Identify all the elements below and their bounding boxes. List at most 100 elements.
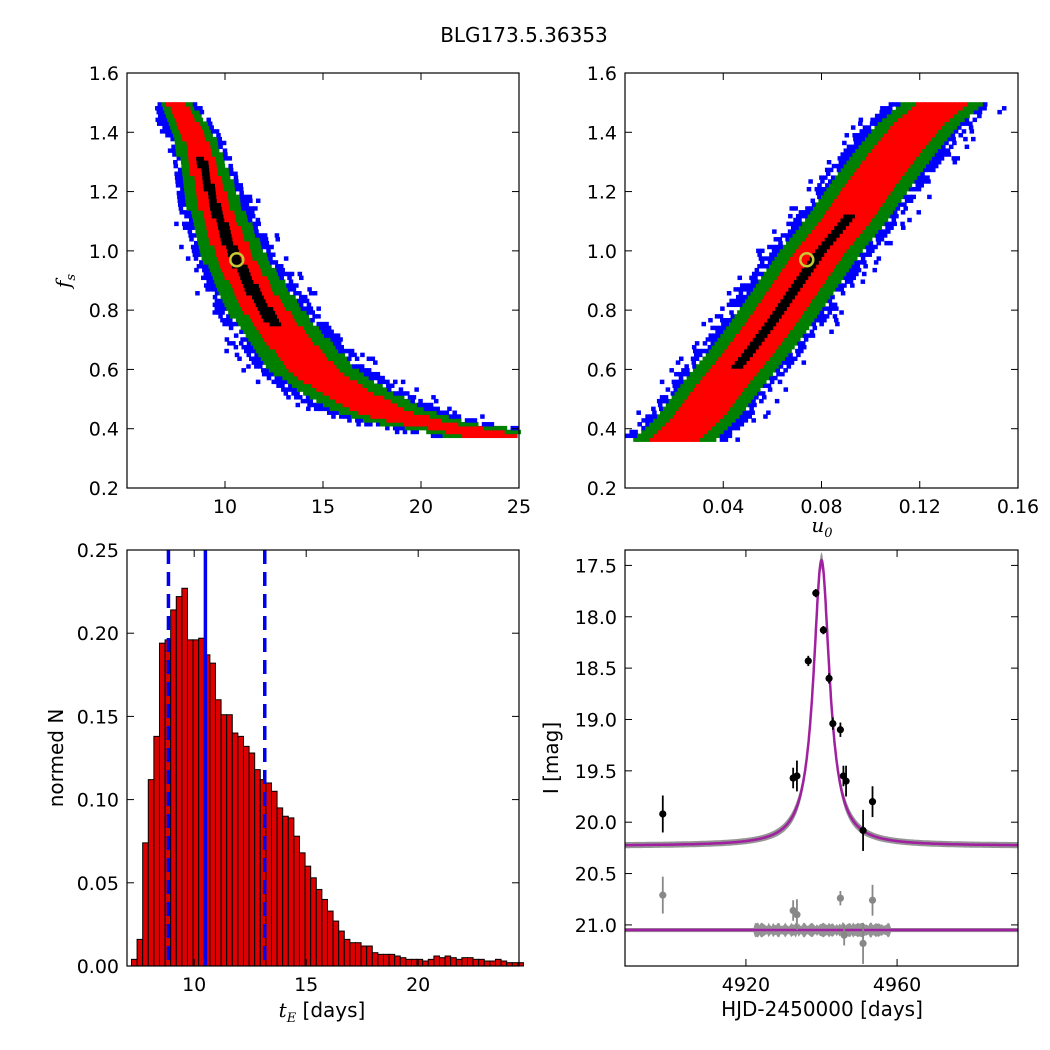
heatmap-cell	[386, 383, 391, 388]
heatmap-cell	[757, 391, 762, 396]
heatmap-cell	[861, 198, 867, 203]
heatmap-cell	[776, 310, 781, 315]
heatmap-cell	[312, 314, 317, 319]
heatmap-cell	[741, 287, 746, 292]
heatmap-cell	[963, 136, 968, 142]
heatmap-cell	[740, 337, 746, 342]
heatmap-cell	[792, 325, 798, 331]
heatmap-cell	[826, 244, 831, 250]
heatmap-cell	[864, 221, 870, 227]
heatmap-cell	[339, 368, 344, 373]
heatmap-cell	[259, 317, 264, 323]
heatmap-cell	[230, 210, 235, 215]
heatmap-cell	[261, 279, 266, 284]
heatmap-cell	[273, 298, 278, 304]
heatmap-cell	[391, 422, 397, 427]
heatmap-cell	[247, 217, 253, 223]
heatmap-cell	[856, 237, 861, 242]
heatmap-cell	[698, 391, 703, 396]
heatmap-cell	[786, 244, 792, 250]
heatmap-cell	[188, 121, 193, 126]
heatmap-cell	[736, 321, 742, 327]
heatmap-cell	[690, 375, 696, 381]
heatmap-cell	[689, 402, 694, 408]
heatmap-cell	[859, 179, 864, 184]
heatmap-cell	[923, 102, 929, 107]
heatmap-cell	[801, 291, 807, 296]
heatmap-cell	[259, 348, 265, 354]
heatmap-cell	[770, 344, 776, 350]
heatmap-cell	[830, 210, 835, 215]
heatmap-cell	[817, 221, 823, 227]
heatmap-cell	[811, 321, 817, 327]
heatmap-cell	[195, 291, 200, 296]
heatmap-cell	[922, 129, 927, 134]
heatmap-cell	[447, 425, 453, 431]
heatmap-cell	[209, 202, 214, 207]
heatmap-cell	[860, 194, 865, 200]
heatmap-cell	[724, 402, 730, 408]
heatmap-cell	[798, 244, 804, 250]
heatmap-cell	[780, 310, 785, 315]
y-tick-label: 20.0	[575, 812, 617, 834]
heatmap-cell	[731, 364, 737, 369]
heatmap-cell	[199, 260, 204, 265]
heatmap-cell	[295, 337, 300, 342]
heatmap-cell	[669, 368, 674, 373]
heatmap-cell	[794, 221, 799, 227]
heatmap-cell	[297, 271, 303, 277]
heatmap-cell	[917, 159, 922, 165]
heatmap-cell	[809, 314, 814, 319]
heatmap-cell	[322, 348, 327, 354]
heatmap-cell	[246, 229, 251, 234]
heatmap-cell	[866, 213, 872, 219]
heatmap-cell	[441, 429, 447, 435]
heatmap-cell	[226, 306, 231, 311]
heatmap-cell	[228, 302, 233, 308]
heatmap-cell	[466, 422, 471, 427]
heatmap-cell	[722, 356, 727, 361]
heatmap-cell	[206, 144, 212, 150]
heatmap-cell	[227, 186, 232, 192]
heatmap-cell	[844, 152, 849, 157]
heatmap-cell	[692, 414, 698, 419]
heatmap-cell	[731, 414, 737, 419]
heatmap-cell	[830, 306, 835, 311]
heatmap-cell	[755, 283, 761, 288]
heatmap-cell	[375, 387, 380, 392]
heatmap-cell	[398, 387, 404, 392]
heatmap-cell	[299, 325, 304, 331]
heatmap-cell	[841, 156, 847, 161]
heatmap-cell	[417, 402, 422, 408]
heatmap-cell	[723, 414, 729, 419]
heatmap-cell	[245, 279, 251, 284]
heatmap-cell	[256, 325, 261, 331]
heatmap-cell	[918, 179, 923, 184]
heatmap-cell	[826, 186, 831, 192]
heatmap-cell	[283, 379, 288, 385]
heatmap-cell	[688, 433, 693, 439]
heatmap-cell	[340, 352, 346, 358]
heatmap-cell	[384, 406, 389, 412]
heatmap-cell	[673, 402, 679, 408]
heatmap-cell	[747, 283, 753, 288]
heatmap-cell	[368, 395, 374, 400]
heatmap-cell	[373, 402, 379, 408]
heatmap-cell	[714, 314, 720, 319]
heatmap-cell	[737, 287, 742, 292]
heatmap-cell	[317, 375, 323, 381]
heatmap-cell	[297, 291, 302, 296]
heatmap-cell	[175, 117, 180, 123]
heatmap-cell	[931, 102, 937, 107]
x-tick-label: 25	[507, 496, 531, 518]
heatmap-cell	[289, 352, 295, 358]
histogram-bar	[282, 815, 289, 967]
heatmap-cell	[428, 425, 433, 431]
heatmap-cell	[726, 302, 732, 308]
heatmap-cell	[878, 144, 883, 150]
heatmap-cell	[804, 233, 809, 238]
heatmap-cell	[707, 433, 713, 439]
heatmap-cell	[289, 298, 294, 304]
heatmap-cell	[882, 125, 887, 130]
heatmap-cell	[352, 371, 357, 377]
